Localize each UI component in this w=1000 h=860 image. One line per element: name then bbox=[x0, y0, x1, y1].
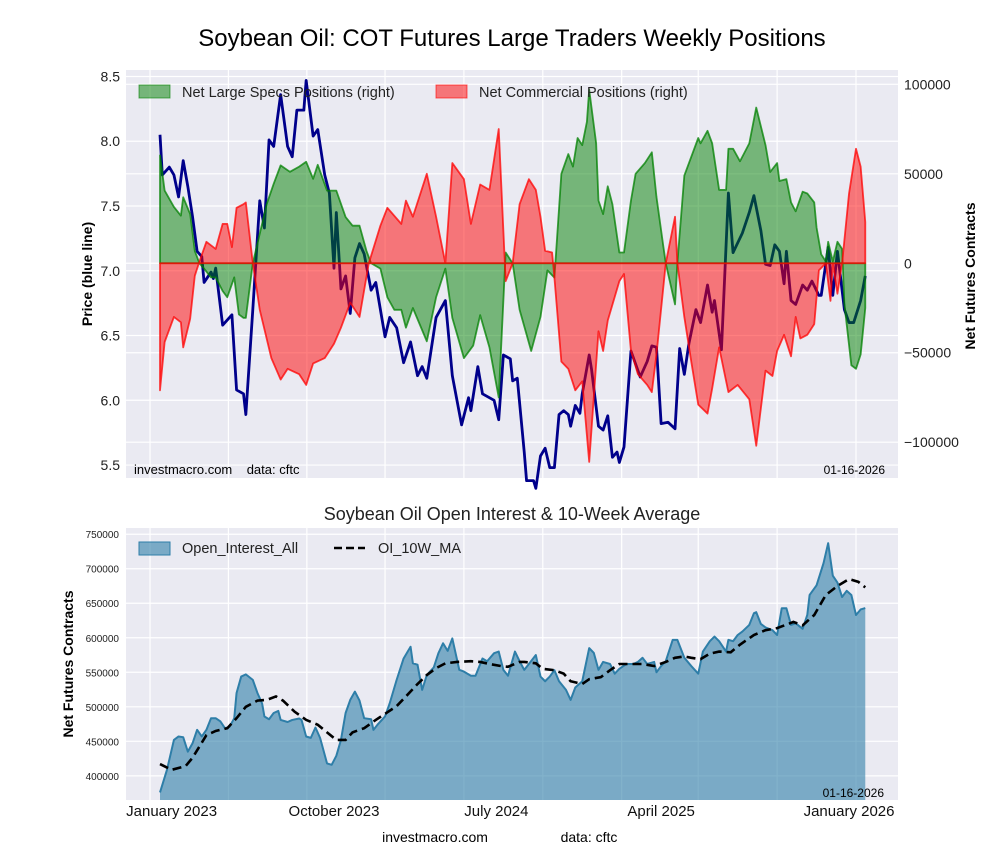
legend-label-specs: Net Large Specs Positions (right) bbox=[182, 85, 395, 101]
left-tick-label: 7.0 bbox=[101, 263, 121, 279]
bottom-y-axis-label: Net Futures Contracts bbox=[60, 590, 76, 737]
left-tick-label: 6.5 bbox=[101, 328, 121, 344]
top-legend: Net Large Specs Positions (right) Net Co… bbox=[138, 84, 688, 101]
bottom-y-axis-ticks: 400000 450000 500000 550000 600000 650000 7000… bbox=[86, 530, 120, 783]
left-tick-label: 8.0 bbox=[101, 133, 121, 149]
top-right-axis-label: Net Futures Contracts bbox=[962, 202, 978, 349]
right-tick-label: 0 bbox=[904, 255, 912, 271]
top-date-label: 01-16-2026 bbox=[824, 463, 886, 477]
left-tick-label: 6.0 bbox=[101, 392, 121, 408]
x-tick-label: April 2025 bbox=[627, 803, 695, 820]
net-commercial-area bbox=[159, 128, 867, 463]
y-tick-label: 650000 bbox=[86, 599, 120, 610]
bottom-chart-title: Soybean Oil Open Interest & 10-Week Aver… bbox=[324, 504, 701, 524]
y-tick-label: 450000 bbox=[86, 737, 120, 748]
open-interest-line bbox=[159, 542, 866, 793]
open-interest-area bbox=[160, 543, 866, 800]
x-tick-label: January 2023 bbox=[126, 803, 217, 820]
right-tick-label: 100000 bbox=[904, 76, 951, 92]
top-left-axis-ticks: 5.5 6.0 6.5 7.0 7.5 8.0 8.5 bbox=[101, 68, 121, 473]
x-tick-label: October 2023 bbox=[289, 803, 380, 820]
watermark: investmacro.com data: cftc bbox=[134, 462, 300, 477]
right-tick-label: 50000 bbox=[904, 166, 943, 182]
left-tick-label: 5.5 bbox=[101, 457, 121, 473]
top-right-axis-ticks: −100000 −50000 0 50000 100000 bbox=[904, 76, 959, 450]
net-specs-area bbox=[159, 88, 867, 399]
x-tick-label: January 2026 bbox=[804, 803, 895, 820]
y-tick-label: 500000 bbox=[86, 703, 120, 714]
legend-swatch-commercial bbox=[435, 84, 468, 99]
bottom-x-axis-ticks: January 2023 October 2023 July 2024 April 2… bbox=[126, 803, 894, 820]
footer-site: investmacro.com bbox=[382, 829, 488, 845]
y-tick-label: 550000 bbox=[86, 668, 120, 679]
y-tick-label: 750000 bbox=[86, 530, 120, 541]
y-tick-label: 400000 bbox=[86, 772, 120, 783]
legend-label-oi: Open_Interest_All bbox=[182, 541, 298, 557]
y-tick-label: 700000 bbox=[86, 565, 120, 576]
top-chart-title: Soybean Oil: COT Futures Large Traders W… bbox=[198, 25, 825, 52]
top-series bbox=[158, 78, 867, 490]
legend-label-ma: OI_10W_MA bbox=[378, 541, 461, 557]
right-tick-label: −100000 bbox=[904, 434, 959, 450]
left-tick-label: 7.5 bbox=[101, 198, 121, 214]
legend-swatch-specs bbox=[138, 84, 171, 99]
legend-label-commercial: Net Commercial Positions (right) bbox=[479, 85, 688, 101]
footer-source: data: cftc bbox=[561, 829, 618, 845]
x-tick-label: July 2024 bbox=[464, 803, 528, 820]
left-tick-label: 8.5 bbox=[101, 68, 121, 84]
top-left-axis-label: Price (blue line) bbox=[79, 222, 95, 326]
oi-10w-ma-line bbox=[159, 577, 867, 772]
right-tick-label: −50000 bbox=[904, 345, 951, 361]
bottom-date-label: 01-16-2026 bbox=[823, 786, 885, 800]
bottom-series bbox=[159, 542, 867, 800]
legend-swatch-oi bbox=[138, 541, 171, 556]
y-tick-label: 600000 bbox=[86, 634, 120, 645]
bottom-legend: Open_Interest_All OI_10W_MA bbox=[138, 541, 461, 557]
